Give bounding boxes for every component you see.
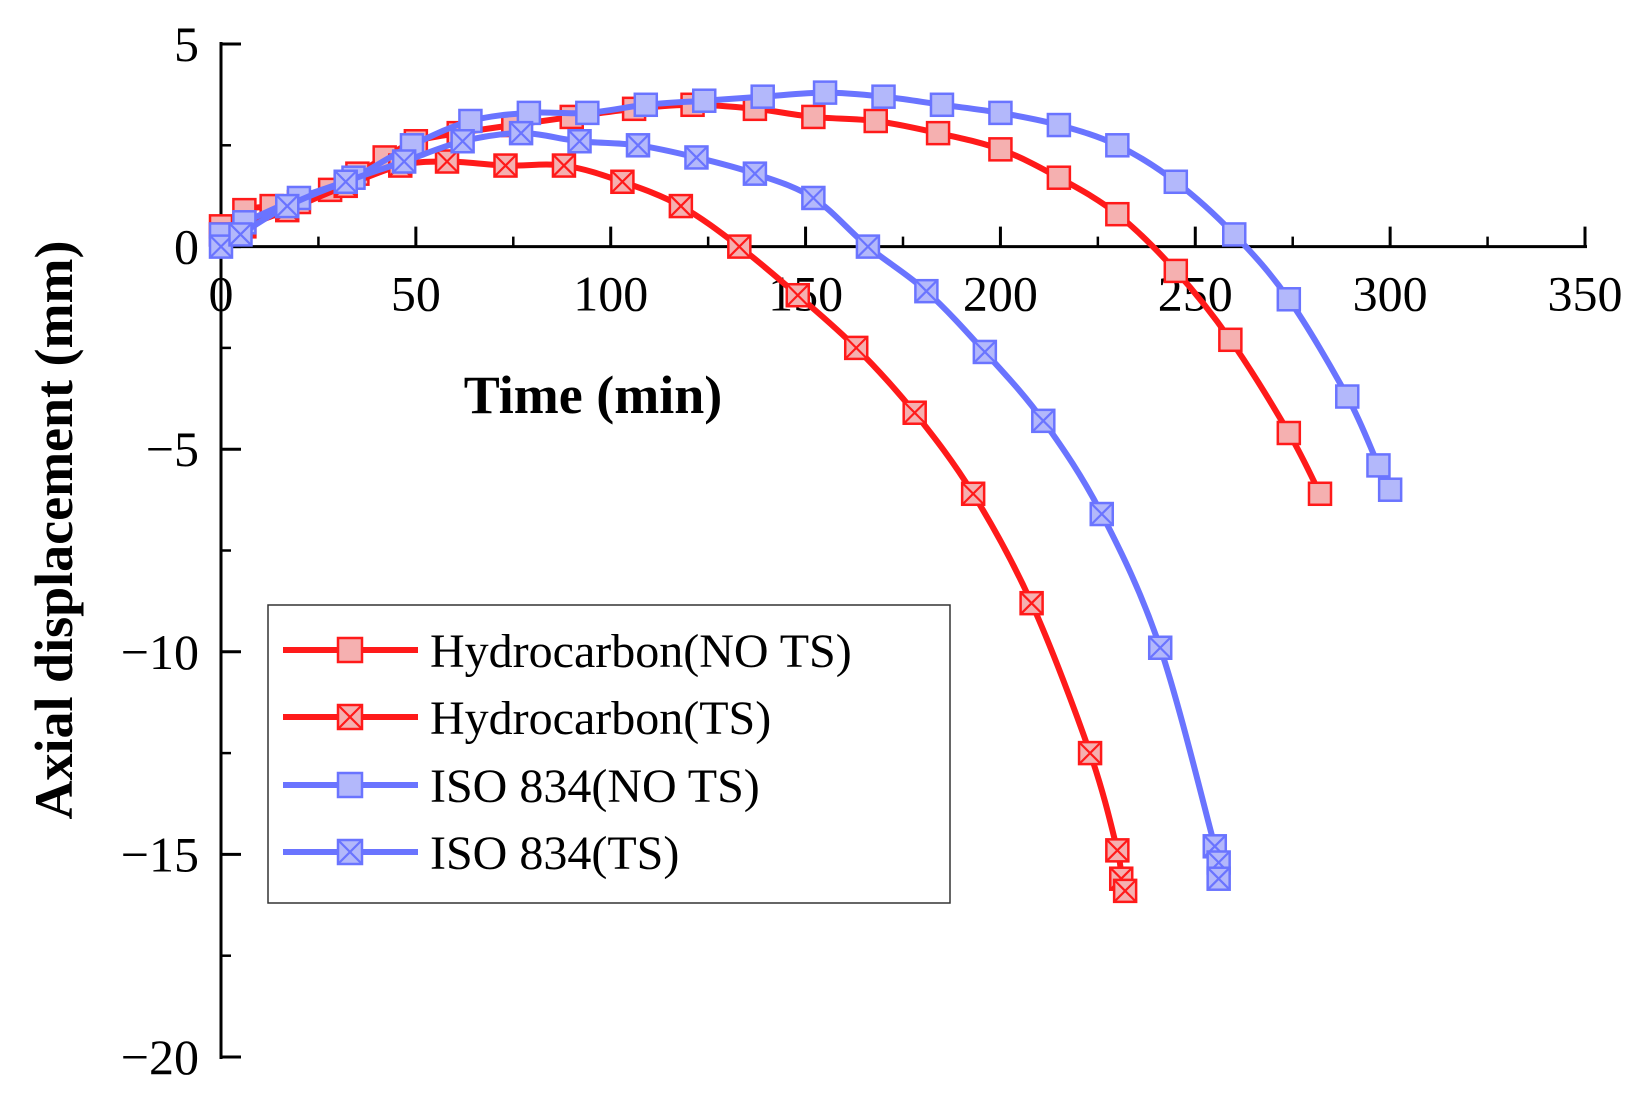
data-point <box>493 153 518 178</box>
x-tick-label: 200 <box>963 266 1038 322</box>
data-point <box>1366 453 1391 478</box>
legend-marker <box>336 636 364 664</box>
data-point <box>1147 635 1173 660</box>
series-layer <box>208 80 1403 904</box>
data-point <box>1377 477 1403 502</box>
x-tick-label: 100 <box>573 266 648 322</box>
y-tick-label: 5 <box>174 16 199 72</box>
data-point <box>1222 222 1247 247</box>
data-point <box>1031 408 1056 434</box>
data-point <box>625 133 651 158</box>
data-point <box>228 222 253 247</box>
data-point <box>516 100 542 126</box>
data-point <box>863 108 888 134</box>
data-point <box>988 100 1013 126</box>
legend-item: Hydrocarbon(NO TS) <box>283 625 852 678</box>
legend: Hydrocarbon(NO TS) Hydrocarbon(TS) ISO 834… <box>267 604 951 904</box>
data-point <box>1163 169 1189 195</box>
legend-items: Hydrocarbon(NO TS) Hydrocarbon(TS) ISO 834… <box>283 625 852 880</box>
data-point <box>1335 384 1360 409</box>
data-point <box>508 120 534 146</box>
legend-label: ISO 834(TS) <box>430 827 679 880</box>
data-point <box>812 80 838 105</box>
data-point <box>391 149 417 174</box>
data-point <box>785 282 811 308</box>
data-point <box>1307 481 1333 507</box>
data-point <box>801 104 826 130</box>
data-point <box>1019 590 1044 616</box>
data-point <box>1163 258 1189 284</box>
x-tick-label: 300 <box>1353 266 1428 322</box>
data-point <box>750 84 775 109</box>
data-point <box>633 92 659 118</box>
legend-label: Hydrocarbon(TS) <box>430 692 771 745</box>
y-tick-label: −15 <box>121 826 199 882</box>
legend-label: ISO 834(NO TS) <box>430 760 760 813</box>
data-point <box>855 234 881 259</box>
data-point <box>988 137 1013 162</box>
x-tick-label: 50 <box>391 266 441 322</box>
legend-label: Hydrocarbon(NO TS) <box>430 625 852 678</box>
data-point <box>668 193 694 219</box>
legend-item: ISO 834(TS) <box>283 827 679 880</box>
axes: 50−5−10−15−20050100150200250300350 <box>121 16 1623 1085</box>
legend-marker <box>336 771 364 799</box>
data-point <box>275 193 300 219</box>
data-point <box>575 100 600 126</box>
data-point <box>1105 201 1130 227</box>
data-point <box>742 161 768 186</box>
x-tick-label: 350 <box>1548 266 1623 322</box>
data-point <box>902 400 927 425</box>
data-point <box>434 149 460 174</box>
data-point <box>1077 740 1103 766</box>
data-point <box>1276 420 1302 446</box>
data-point <box>567 128 592 154</box>
data-point <box>1206 866 1231 891</box>
data-point <box>691 88 717 113</box>
legend-item: Hydrocarbon(TS) <box>283 692 771 745</box>
legend-item: ISO 834(NO TS) <box>283 760 760 813</box>
data-point <box>914 278 939 304</box>
data-point <box>925 120 951 146</box>
data-point <box>929 92 955 118</box>
data-point <box>801 185 826 211</box>
data-point <box>1046 112 1072 138</box>
y-tick-label: 0 <box>174 219 199 275</box>
data-point <box>871 84 896 109</box>
series-3 <box>208 120 1231 891</box>
data-point <box>450 128 475 154</box>
data-point <box>1105 838 1130 863</box>
x-tick-label: 0 <box>209 266 234 322</box>
data-point <box>208 234 234 259</box>
plot-area: 50−5−10−15−20050100150200250300350 <box>121 16 1623 1085</box>
data-point <box>610 169 635 195</box>
y-axis-title: Axial displacement (mm) <box>24 241 84 820</box>
data-point <box>843 335 869 361</box>
data-point <box>1105 133 1130 158</box>
data-point <box>972 339 998 365</box>
data-point <box>1046 165 1072 190</box>
data-point <box>1089 501 1115 527</box>
data-point <box>684 145 709 170</box>
y-tick-label: −10 <box>121 624 199 680</box>
data-point <box>1218 327 1243 353</box>
y-tick-label: −5 <box>146 421 199 477</box>
y-tick-label: −20 <box>121 1029 199 1085</box>
data-point <box>727 234 752 259</box>
data-point <box>1276 287 1302 312</box>
data-point <box>333 169 358 195</box>
data-point <box>1112 878 1138 904</box>
legend-marker <box>336 838 364 866</box>
data-point <box>960 481 986 507</box>
x-axis-title: Time (min) <box>464 365 722 425</box>
data-point <box>458 108 483 134</box>
data-point <box>551 153 577 178</box>
legend-marker <box>336 703 364 731</box>
